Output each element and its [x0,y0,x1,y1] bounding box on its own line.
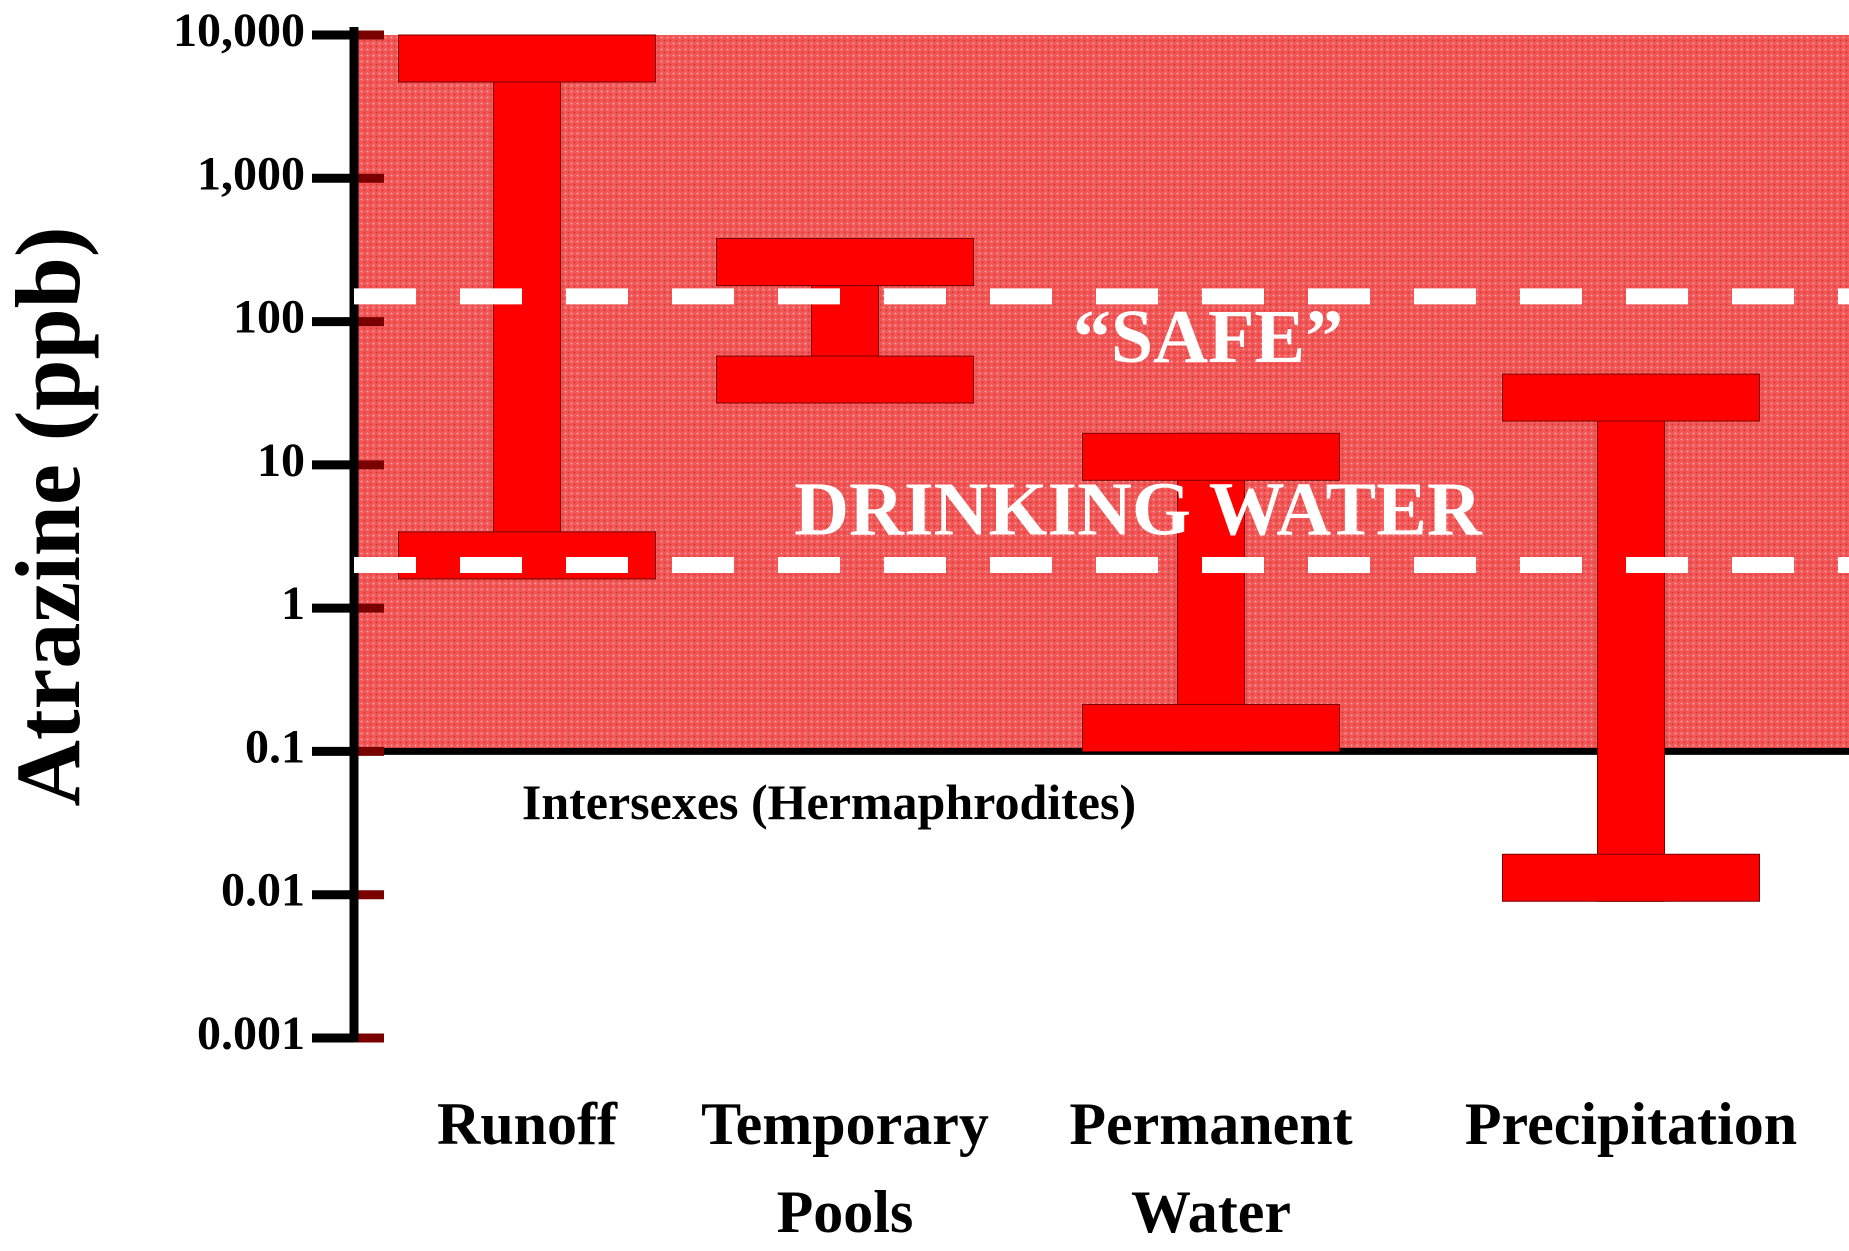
y-tick-label: 1 [281,577,305,630]
y-tick-label: 10 [257,434,305,487]
y-tick-label: 0.001 [197,1007,305,1060]
y-tick-label: 10,000 [173,4,305,57]
y-axis-title: Atrazine (ppb) [0,226,99,806]
range-web [1597,373,1665,902]
reference-label: “SAFE” [1073,295,1343,379]
y-tick-label: 0.1 [245,720,305,773]
y-tick-label: 100 [233,291,305,344]
range-web [1177,432,1245,752]
range-max-flange [1082,432,1340,481]
range-max-flange [716,237,974,286]
y-tick-label: 0.01 [221,864,305,917]
range-web [493,34,561,580]
x-tick-label: Permanent Water [1069,1091,1352,1245]
range-min-flange [1082,703,1340,752]
x-tick-label: Runoff [437,1091,618,1157]
x-tick-label: Precipitation [1465,1091,1797,1157]
region-label: Intersexes (Hermaphrodites) [522,774,1136,830]
range-min-flange [716,355,974,404]
x-tick-label: Temporary Pools [701,1091,989,1245]
range-max-flange [398,34,656,83]
y-tick-label: 1,000 [197,147,305,200]
range-max-flange [1502,373,1760,422]
reference-label: DRINKING WATER [794,467,1483,551]
range-min-flange [1502,853,1760,902]
